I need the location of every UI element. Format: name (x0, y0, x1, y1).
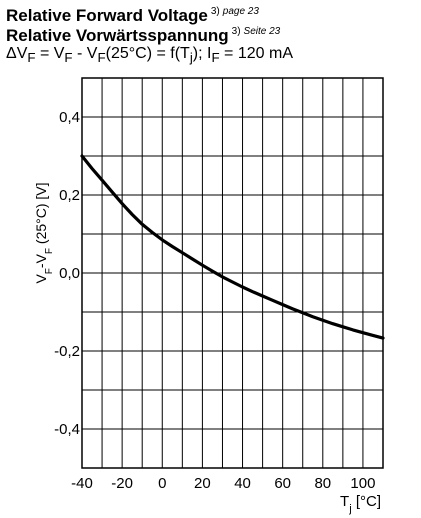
chart-title-german: Relative Vorwärtsspannung 3) Seite 23 (6, 26, 281, 45)
footnote-reference: 3) page 23 (210, 6, 259, 17)
x-tick-label: 0 (158, 475, 166, 492)
x-tick-label: 20 (194, 475, 211, 492)
x-tick-label: 100 (350, 475, 375, 492)
x-tick-label: 40 (234, 475, 251, 492)
chart-title-english: Relative Forward Voltage 3) page 23 (6, 6, 259, 25)
y-axis-label: VF-VF (25°C) [V] (33, 182, 55, 283)
x-tick-label: -40 (71, 475, 93, 492)
x-axis-label: Tj [°C] (340, 493, 381, 515)
y-tick-label: -0,2 (54, 343, 80, 360)
y-tick-labels: 0,4 0,2 0,0 -0,2 -0,4 (54, 109, 80, 438)
x-tick-label: -20 (111, 475, 133, 492)
plot-frame (81, 77, 384, 469)
series-line (80, 154, 385, 340)
chart-condition-formula: ΔVF = VF - VF(25°C) = f(Tj); IF = 120 mA (6, 45, 293, 66)
x-tick-label: 80 (314, 475, 331, 492)
chart-series-group (80, 154, 385, 340)
y-tick-label: 0,2 (59, 187, 80, 204)
y-tick-label: 0,4 (59, 109, 80, 126)
chart-grid (82, 78, 383, 468)
footnote-reference: 3) Seite 23 (231, 26, 281, 37)
x-tick-labels: -40 -20 0 20 40 60 80 100 (71, 475, 375, 492)
y-tick-label: 0,0 (59, 265, 80, 282)
x-tick-label: 60 (274, 475, 291, 492)
y-tick-label: -0,4 (54, 421, 80, 438)
